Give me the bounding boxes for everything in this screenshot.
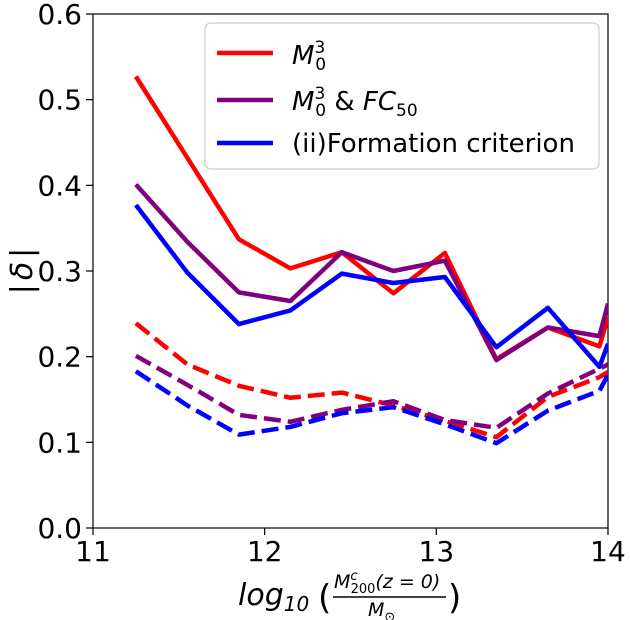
y-tick-label: 0.5 [37,84,82,117]
legend-fc-m-main: M [292,87,314,117]
x-label-close-paren: ) [448,578,461,618]
legend-fc-m-sub: 0 [315,101,326,121]
y-label-delta: δ [5,262,40,280]
legend-fc-sub: 50 [396,101,418,121]
x-tick-label: 13 [419,535,455,568]
x-label-num-tail: (z = 0) [375,571,440,593]
x-label-numerator: Mc 200(z = 0) [334,569,440,597]
x-label-num-m: M [334,571,350,593]
y-tick-label: 0.6 [37,0,82,31]
legend-fc-m-sup: 3 [314,84,325,104]
y-label-bar-right: | [5,248,40,258]
y-tick-label: 0.1 [37,426,82,459]
legend-label-m03-fc50: M3 0 & FC50 [292,84,418,121]
y-axis-ticks: 0.0 0.1 0.2 0.3 0.4 0.5 0.6 [37,0,93,545]
legend-m03-main: M [292,41,314,71]
x-axis-label: log10 ( Mc 200(z = 0) M⊙ ) [238,569,461,620]
legend-m03-sub: 0 [315,55,326,75]
y-axis-label: | δ | [5,248,40,295]
x-label-den-sub: ⊙ [384,610,395,620]
y-tick-label: 0.0 [37,512,82,545]
legend: M3 0 M3 0 & FC50 (ii)Formation criterion [204,22,600,170]
series-formation-criterion-solid [134,203,608,370]
x-tick-label: 14 [590,535,626,568]
series-layer [133,75,608,446]
x-label-num-sup: c [350,569,357,584]
x-label-num-sub: 200 [351,582,376,597]
x-label-log-func: log [238,578,284,613]
x-label-den-m: M [368,599,384,620]
legend-fc-amp: & [326,87,363,117]
x-label-open-paren: ( [318,578,331,618]
x-label-denominator: M⊙ [368,599,395,620]
x-tick-label: 11 [75,535,111,568]
x-tick-label: 12 [247,535,283,568]
series-formation-criterion-dashed [134,369,608,446]
series-m03-fc50-dashed [134,353,608,431]
legend-label-m03: M3 0 [292,38,326,75]
y-tick-label: 0.3 [37,255,82,288]
legend-box [204,22,600,170]
legend-m03-sup: 3 [314,38,325,58]
y-label-bar-left: | [5,284,40,294]
legend-label-formation-criterion: (ii)Formation criterion [292,129,575,159]
y-tick-label: 0.2 [37,341,82,374]
x-axis-ticks: 11 12 13 14 [75,528,626,568]
legend-fc-main: FC [363,87,397,117]
series-m03-solid [133,75,608,362]
y-tick-label: 0.4 [37,169,82,202]
x-label-log: log10 [238,578,309,616]
x-label-log-base: 10 [284,592,309,616]
